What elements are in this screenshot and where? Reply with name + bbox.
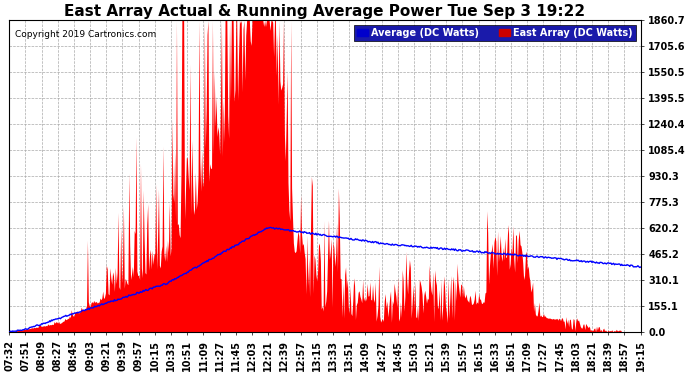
Legend: Average (DC Watts), East Array (DC Watts): Average (DC Watts), East Array (DC Watts…	[354, 25, 635, 41]
Title: East Array Actual & Running Average Power Tue Sep 3 19:22: East Array Actual & Running Average Powe…	[64, 4, 585, 19]
Text: Copyright 2019 Cartronics.com: Copyright 2019 Cartronics.com	[15, 30, 157, 39]
